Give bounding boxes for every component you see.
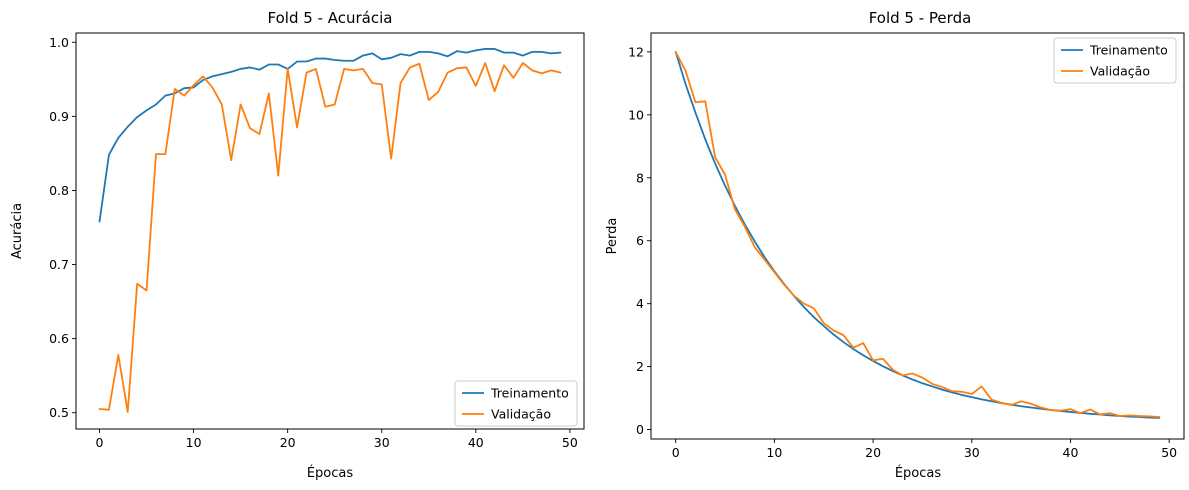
loss-ytick-label: 0 [636,422,644,437]
loss-legend-box [1053,37,1177,84]
accuracy-ytick-label: 0.5 [49,405,69,420]
loss-chart-xlabel: Épocas [895,465,942,481]
loss-chart-legend: Treinamento Validação [1053,37,1177,84]
accuracy-chart-frame [75,32,585,430]
loss-chart: Fold 5 - Perda 0 10 20 30 40 50 0 2 4 6 8 10 12 Époc… [605,9,1185,481]
loss-ytick-label: 2 [636,359,644,374]
accuracy-xtick-label: 50 [562,435,578,450]
loss-chart-title: Fold 5 - Perda [869,9,972,27]
accuracy-series-line-validacao [98,62,562,413]
loss-legend-label-validacao: Validação [1090,64,1150,79]
accuracy-chart-xlabel: Épocas [307,465,354,481]
loss-ytick-label: 6 [636,233,644,248]
accuracy-legend-label-treinamento: Treinamento [490,386,569,401]
loss-ytick-label: 8 [636,170,644,185]
loss-xtick-label: 10 [766,445,782,460]
loss-xtick-label: 40 [1063,445,1079,460]
accuracy-xtick-label: 40 [468,435,484,450]
accuracy-ytick-label: 0.6 [49,331,69,346]
loss-ytick-label: 10 [628,107,644,122]
loss-chart-frame [650,32,1185,440]
loss-ytick-label: 4 [636,296,644,311]
accuracy-chart-ylabel: Acurácia [10,203,25,259]
accuracy-legend-box [454,380,578,427]
loss-chart-ylabel: Perda [605,218,620,255]
loss-xtick-label: 0 [672,445,680,460]
accuracy-xtick-label: 10 [186,435,202,450]
loss-chart-marks: 0 10 20 30 40 50 0 2 4 6 8 10 12 [628,44,1177,460]
accuracy-chart-marks: 0 10 20 30 40 50 0.5 0.6 0.7 0.8 0.9 1.0 [49,35,578,450]
accuracy-chart-legend: Treinamento Validação [454,380,578,427]
loss-legend-label-treinamento: Treinamento [1089,43,1168,58]
loss-xtick-label: 50 [1161,445,1177,460]
accuracy-chart: Fold 5 - Acurácia 0 10 20 30 40 50 0.5 0.6 0.7 0.… [10,9,585,481]
loss-xtick-label: 30 [964,445,980,460]
loss-ytick-label: 12 [628,44,644,59]
loss-series-line-validacao [674,50,1161,418]
accuracy-ytick-label: 0.9 [49,109,69,124]
accuracy-ytick-label: 0.7 [49,257,69,272]
accuracy-legend-label-validacao: Validação [491,407,551,422]
accuracy-xtick-label: 0 [96,435,104,450]
accuracy-chart-title: Fold 5 - Acurácia [268,9,393,27]
loss-xtick-label: 20 [865,445,881,460]
accuracy-xtick-label: 20 [280,435,296,450]
accuracy-ytick-label: 1.0 [49,35,69,50]
accuracy-series-line-treinamento [98,48,562,223]
accuracy-xtick-label: 30 [374,435,390,450]
accuracy-ytick-label: 0.8 [49,183,69,198]
